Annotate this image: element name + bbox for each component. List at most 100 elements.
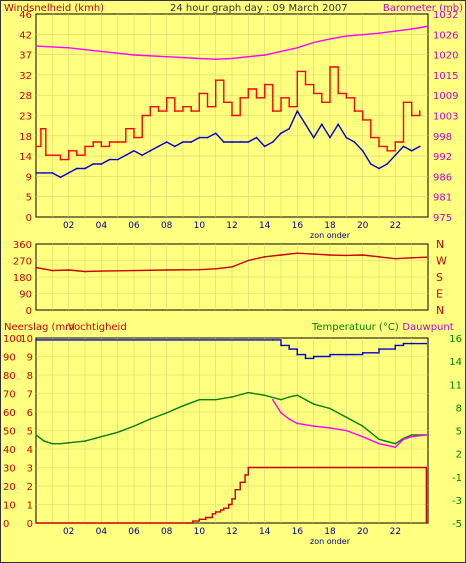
wind-speed-line-point	[190, 110, 192, 112]
wind-panel-x-tick: 14	[259, 221, 271, 231]
dewpoint-line-point	[296, 422, 299, 425]
wind-direction-line-point	[198, 268, 201, 271]
dewpoint-line-point	[394, 446, 397, 449]
climate-panel-x-tick: 20	[357, 527, 369, 537]
temperature-line-point	[35, 434, 37, 436]
wind-speed-line-point	[370, 136, 372, 139]
wind-panel-x-tick: 08	[161, 221, 173, 231]
wind-speed-line-point	[198, 92, 201, 95]
wind-speed-line-point	[321, 101, 323, 104]
wind-speed-line-point	[378, 145, 380, 148]
wind-average-line-point	[51, 172, 54, 174]
rain-line-point	[296, 466, 299, 469]
barometer-line-point	[345, 35, 348, 37]
wind-average-line-point	[116, 158, 119, 161]
temperature-line-point	[288, 396, 290, 398]
barometer-line-point	[67, 47, 70, 49]
wind-average-line-point	[214, 132, 217, 134]
climate-panel-left-tick: 1	[27, 501, 33, 512]
climate-panel-x-tick: 14	[259, 527, 271, 537]
rain-line-point	[187, 522, 189, 524]
dewpoint-line-point	[425, 434, 428, 436]
wind-speed-line-point	[329, 66, 331, 68]
temperature-tick: -3	[452, 496, 462, 507]
wind-speed-line-point	[100, 145, 103, 148]
rain-line-point	[219, 509, 222, 511]
climate-panel-left-tick: 10	[20, 334, 33, 345]
wind-direction-line-point	[84, 270, 86, 273]
direction-compass-label: W	[436, 255, 447, 268]
direction-compass-label: E	[436, 288, 443, 301]
wind-panel-right-tick: 992	[433, 152, 452, 163]
direction-panel-left-tick: 360	[13, 240, 32, 251]
temperature-line-point	[59, 442, 62, 445]
wind-average-line-point	[35, 172, 37, 174]
wind-average-line-point	[84, 167, 86, 170]
barometer-line-point	[165, 55, 168, 58]
temperature-line-point	[345, 416, 348, 419]
wind-direction-line-point	[100, 270, 103, 272]
rain-line-point	[35, 522, 37, 524]
wind-average-line-point	[263, 145, 266, 148]
wind-average-line-point	[321, 123, 323, 126]
humidity-line-point	[410, 342, 413, 345]
humidity-tick: 30	[3, 464, 16, 475]
wind-speed-line-point	[116, 141, 119, 143]
wind-panel-right-tick: 1032	[433, 10, 458, 21]
barometer-line-point	[247, 55, 250, 58]
barometer-line-point	[280, 50, 282, 53]
wind-speed-line-point	[141, 114, 143, 117]
barometer-line-point	[263, 54, 266, 56]
wind-panel-left-tick: 46	[19, 10, 32, 21]
barometer-axis-title: Barometer (mb)	[383, 3, 463, 14]
humidity-tick: 70	[3, 390, 16, 401]
wind-direction-line-point	[312, 253, 315, 255]
wind-panel-left-tick: 9	[26, 172, 32, 183]
wind-average-line-point	[280, 132, 282, 134]
wind-direction-line-point	[133, 269, 135, 272]
humidity-tick: 90	[3, 353, 16, 364]
wind-speed-line-point	[353, 110, 356, 112]
wind-panel-x-tick: 10	[194, 221, 206, 231]
dewpoint-line-point	[288, 418, 290, 420]
direction-panel-left-tick: 90	[19, 290, 32, 301]
rain-line-point	[234, 488, 237, 491]
wind-speed-line-point	[108, 141, 111, 143]
wind-speed-line-point	[67, 150, 70, 152]
wind-panel-right-tick: 1015	[433, 71, 458, 82]
wind-average-line-point	[149, 150, 152, 152]
chart-title: 24 hour graph day : 09 March 2007	[170, 3, 348, 14]
temperature-line-point	[296, 394, 299, 397]
temperature-line-point	[198, 398, 201, 401]
temperature-line-point	[280, 398, 282, 401]
rain-line	[36, 466, 428, 524]
climate-panel-x-tick: 18	[324, 527, 336, 537]
wind-speed-line-point	[337, 92, 339, 95]
wind-speed-line-point	[45, 154, 47, 157]
barometer-line-point	[329, 38, 331, 40]
humidity-tick: 10	[3, 501, 16, 512]
rain-line-point	[205, 516, 207, 519]
wind-average-line-point	[231, 141, 233, 143]
temperature-line-point	[182, 405, 184, 407]
rain-line-point	[198, 518, 201, 521]
wind-average-line-point	[353, 141, 356, 143]
climate-panel-x-tick: 10	[194, 527, 206, 537]
wind-speed-line-point	[149, 105, 152, 108]
wind-direction-line-point	[345, 254, 348, 257]
barometer-line-point	[361, 33, 364, 36]
wind-speed-line-point	[92, 141, 94, 143]
rain-line-point	[244, 474, 246, 476]
rain-line-point	[227, 503, 230, 506]
climate-panel-left-tick: 4	[27, 445, 33, 456]
wind-average-line-point	[76, 167, 78, 170]
rain-line-point	[423, 466, 426, 469]
wind-panel-x-tick: 18	[324, 221, 336, 231]
wind-speed-line-point	[247, 88, 250, 90]
barometer-line	[35, 25, 427, 60]
wind-speed-line-point	[312, 92, 315, 95]
wind-panel-left-tick: 5	[26, 193, 32, 204]
rain-line-point	[211, 512, 214, 515]
wind-direction-line-point	[410, 256, 413, 259]
